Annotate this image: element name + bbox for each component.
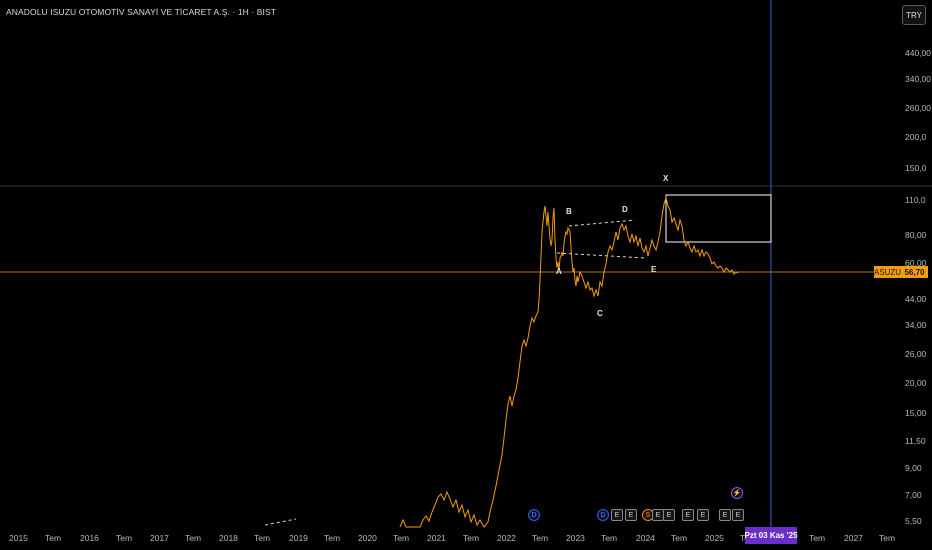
crosshair-date-tag: Pzt 03 Kas '25 [744, 527, 798, 544]
price-tick: 26,00 [905, 349, 927, 359]
time-tick: Tem [324, 533, 340, 543]
lightning-event-icon[interactable]: ⚡ [731, 487, 743, 499]
earnings-event-icon[interactable]: E [682, 509, 694, 521]
label-e: E [651, 265, 657, 274]
dashed-line-bd [568, 219, 636, 227]
current-price-tag: 56,70 [901, 266, 928, 278]
price-tick: 440,00 [905, 48, 931, 58]
time-tick: Tem [601, 533, 617, 543]
price-tick: 80,00 [905, 230, 927, 240]
earnings-event-icon[interactable]: E [697, 509, 709, 521]
price-tick: 20,00 [905, 378, 927, 388]
price-axis[interactable]: 440,00 340,00 260,00 200,0 150,0 110,0 8… [905, 48, 931, 526]
time-tick: 2025 [705, 533, 724, 543]
price-tick: 150,0 [905, 163, 927, 173]
earnings-event-icon[interactable]: E [663, 509, 675, 521]
time-tick: Tem [671, 533, 687, 543]
label-d: D [622, 205, 628, 214]
price-tick: 340,00 [905, 74, 931, 84]
price-tick: 15,00 [905, 408, 927, 418]
time-tick: 2016 [80, 533, 99, 543]
currency-button[interactable]: TRY [902, 5, 926, 25]
price-tick: 5,50 [905, 516, 922, 526]
earnings-event-icon[interactable]: E [719, 509, 731, 521]
price-series-line [399, 196, 739, 528]
time-tick: Tem [116, 533, 132, 543]
label-a: A [556, 267, 562, 276]
earnings-event-icon[interactable]: E [611, 509, 623, 521]
chart-title: ANADOLU ISUZU OTOMOTİV SANAYİ VE TİCARET… [6, 7, 277, 17]
time-tick: Tem [185, 533, 201, 543]
dividend-event-icon[interactable]: D [597, 509, 609, 521]
dashed-line-ae [556, 252, 646, 259]
time-tick: Tem [45, 533, 61, 543]
range-box [665, 194, 772, 243]
label-c: C [597, 309, 603, 318]
price-tick: 44,00 [905, 294, 927, 304]
label-b: B [566, 207, 572, 216]
price-tick: 200,0 [905, 132, 927, 142]
time-tick: Tem [879, 533, 895, 543]
time-tick: 2021 [427, 533, 446, 543]
label-x: X [663, 174, 669, 183]
time-tick: 2027 [844, 533, 863, 543]
dashed-line-2019 [264, 518, 297, 526]
time-tick: Tem [463, 533, 479, 543]
time-tick: 2024 [636, 533, 655, 543]
time-tick: 2018 [219, 533, 238, 543]
time-tick: 2019 [289, 533, 308, 543]
price-tick: 34,00 [905, 320, 927, 330]
earnings-event-icon[interactable]: E [625, 509, 637, 521]
ticker-tag: ASUZU [873, 266, 902, 278]
price-tick: 260,00 [905, 103, 931, 113]
price-tick: 11,50 [905, 436, 926, 446]
time-tick: 2015 [9, 533, 28, 543]
dividend-event-icon[interactable]: D [528, 509, 540, 521]
price-tick: 60,00 [905, 258, 927, 268]
time-tick: 2022 [497, 533, 516, 543]
time-axis[interactable]: 2015 Tem 2016 Tem 2017 Tem 2018 Tem 2019… [9, 533, 895, 543]
time-tick: Tem [393, 533, 409, 543]
time-tick: Tem [532, 533, 548, 543]
earnings-event-icon[interactable]: E [732, 509, 744, 521]
time-tick: Tem [254, 533, 270, 543]
time-tick: 2020 [358, 533, 377, 543]
time-tick: 2017 [150, 533, 169, 543]
time-tick: 2023 [566, 533, 585, 543]
price-tick: 9,00 [905, 463, 922, 473]
time-tick: Tem [809, 533, 825, 543]
price-tick: 110,0 [905, 195, 926, 205]
price-tick: 7,00 [905, 490, 922, 500]
